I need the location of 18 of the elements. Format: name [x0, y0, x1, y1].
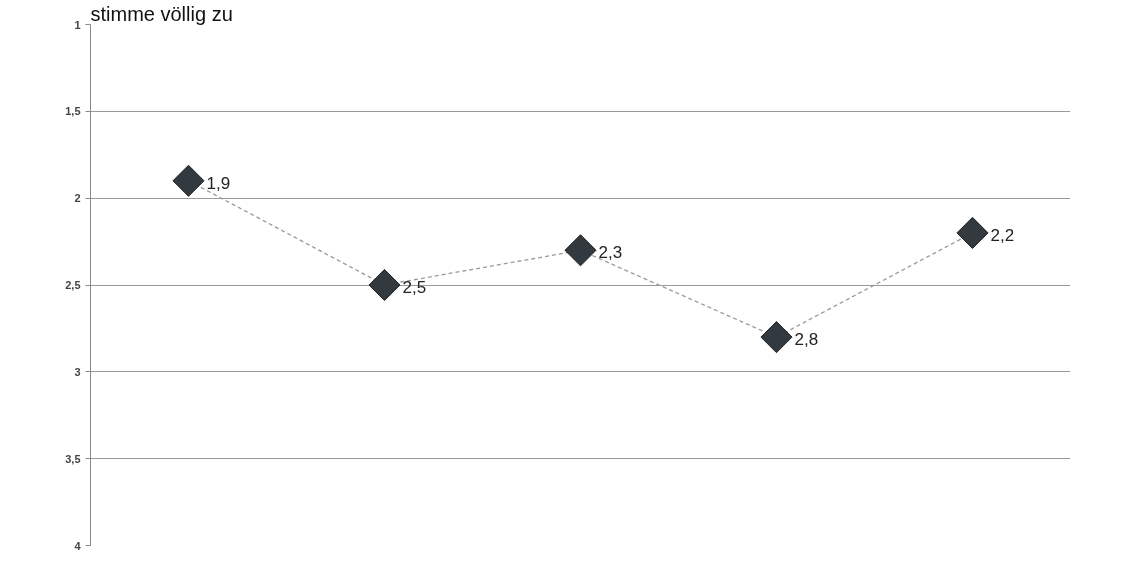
- point: [956, 216, 989, 249]
- y-tick-label: 3: [74, 365, 81, 378]
- text: stimme völlig zu: [90, 2, 233, 25]
- point: [564, 234, 597, 267]
- y-tick-label: 2: [74, 192, 81, 205]
- point: [368, 268, 401, 302]
- data-label: 2,5: [402, 278, 427, 297]
- data-label: 2,3: [598, 243, 623, 263]
- y-tick-label: 3,5: [65, 452, 81, 465]
- y-tick-label: 4: [74, 539, 82, 552]
- y-tick-label: 1: [74, 18, 81, 31]
- data-label: 2,8: [794, 330, 819, 350]
- data-label: 2,2: [990, 225, 1015, 245]
- y-tick-label: 2,5: [65, 279, 81, 291]
- data-label: 1,9: [206, 173, 231, 193]
- point: [760, 321, 793, 354]
- point: [172, 164, 205, 197]
- y-tick-label: 1,5: [65, 105, 81, 118]
